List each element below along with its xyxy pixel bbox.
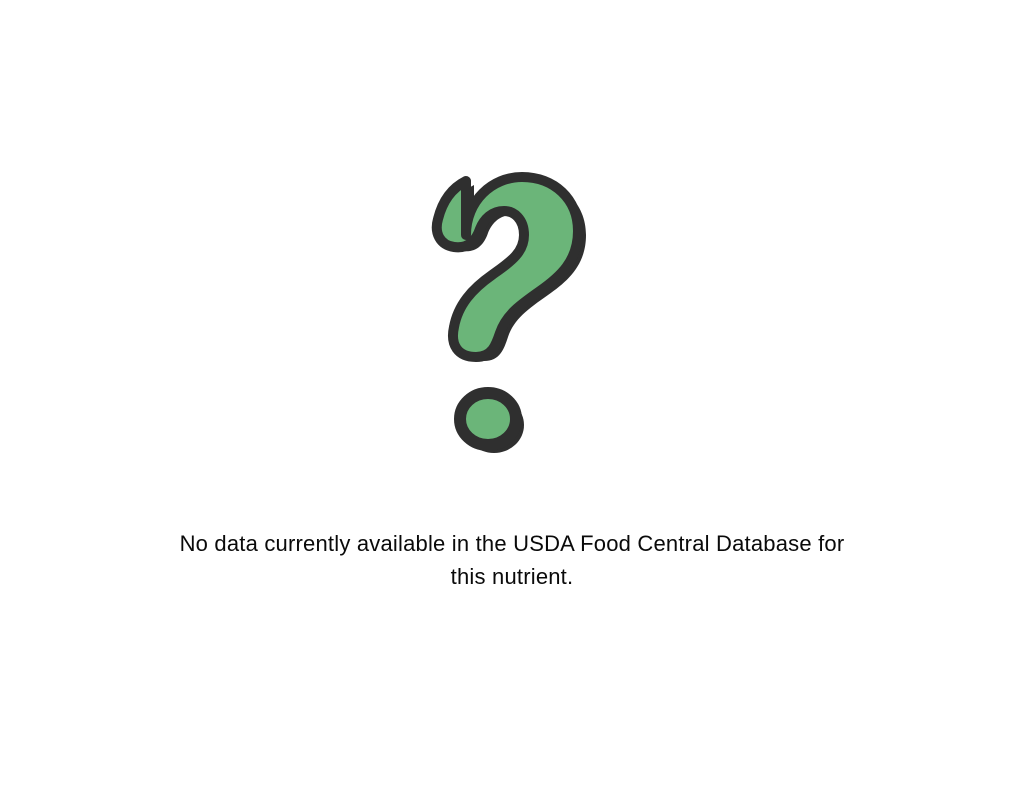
empty-state-container: No data currently available in the USDA … — [172, 157, 852, 593]
question-mark-icon — [422, 157, 602, 472]
empty-state-message: No data currently available in the USDA … — [172, 527, 852, 593]
